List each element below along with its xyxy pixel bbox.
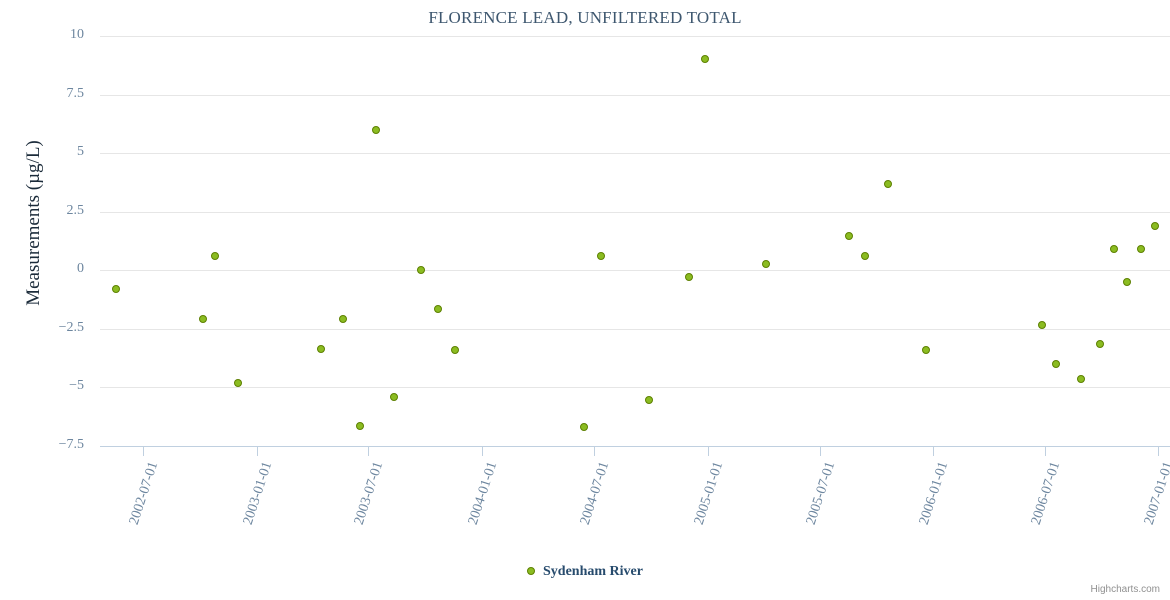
credits-watermark[interactable]: Highcharts.com [1090, 584, 1160, 595]
data-point[interactable] [579, 423, 588, 432]
gridline [100, 36, 1170, 37]
data-point[interactable] [199, 315, 208, 324]
chart-title: FLORENCE LEAD, UNFILTERED TOTAL [428, 8, 742, 27]
y-tick-label: 10 [70, 27, 84, 42]
x-tick-mark [143, 447, 145, 456]
gridline [100, 270, 1170, 272]
data-point[interactable] [685, 273, 694, 282]
x-tick-mark [1158, 447, 1160, 456]
data-point[interactable] [1136, 245, 1145, 254]
x-tick-mark [819, 447, 821, 456]
data-point[interactable] [860, 252, 869, 261]
chart-legend[interactable]: Sydenham River [0, 563, 1170, 581]
data-point[interactable] [112, 285, 121, 294]
data-point[interactable] [1095, 340, 1104, 349]
legend-item-sydenham-river[interactable]: Sydenham River [543, 563, 643, 579]
x-axis-line [100, 446, 1170, 447]
y-tick-label: 2.5 [66, 202, 85, 218]
data-point[interactable] [316, 344, 325, 353]
x-tick-mark [933, 447, 935, 456]
gridline [100, 328, 1170, 330]
data-point[interactable] [338, 315, 347, 324]
data-point[interactable] [372, 125, 381, 134]
data-point[interactable] [845, 232, 854, 241]
data-point[interactable] [355, 422, 364, 431]
legend-marker-icon [527, 566, 536, 575]
data-point[interactable] [1123, 278, 1132, 286]
gridline [100, 153, 1170, 155]
y-axis-title: Measurements (µg/L) [23, 140, 44, 306]
data-point[interactable] [416, 266, 425, 275]
data-point[interactable] [434, 304, 443, 313]
data-point[interactable] [921, 345, 930, 354]
data-point[interactable] [883, 179, 892, 188]
data-point[interactable] [645, 396, 654, 405]
data-point[interactable] [450, 345, 459, 354]
data-point[interactable] [234, 378, 243, 387]
x-tick-mark [594, 447, 596, 456]
plot-area [100, 36, 1170, 447]
data-point[interactable] [761, 260, 770, 269]
gridline [100, 211, 1170, 213]
x-tick-mark [256, 447, 258, 456]
y-tick-label: −2.5 [58, 319, 84, 335]
y-tick-label: 5 [77, 144, 84, 160]
data-point[interactable] [1150, 221, 1159, 230]
x-tick-mark [368, 447, 370, 456]
data-point[interactable] [210, 252, 219, 261]
x-tick-mark [1044, 447, 1046, 456]
data-point[interactable] [1110, 245, 1119, 254]
data-point[interactable] [1038, 321, 1047, 330]
data-point[interactable] [1052, 360, 1061, 368]
data-point[interactable] [597, 252, 606, 261]
data-point[interactable] [390, 392, 399, 401]
y-tick-label: 0 [77, 261, 84, 277]
gridline [100, 387, 1170, 389]
x-tick-mark [707, 447, 709, 456]
y-tick-label: −7.5 [58, 437, 84, 452]
x-tick-mark [481, 447, 483, 456]
y-tick-label: 7.5 [66, 85, 85, 101]
data-point[interactable] [1076, 375, 1085, 384]
gridline [100, 94, 1170, 96]
data-point[interactable] [701, 55, 710, 64]
y-tick-label: −5 [69, 378, 84, 394]
